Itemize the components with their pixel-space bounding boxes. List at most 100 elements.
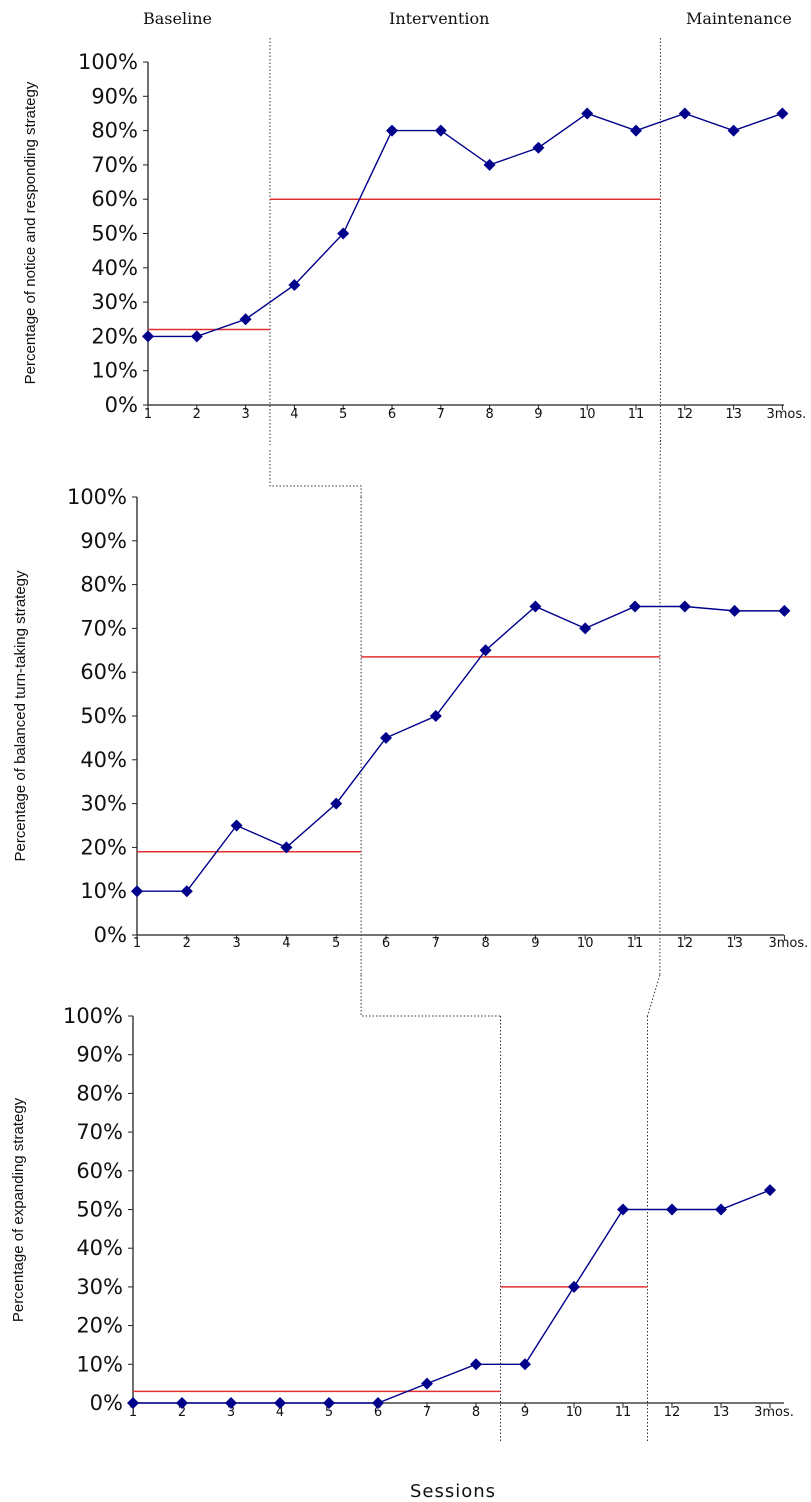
data-point	[337, 227, 350, 240]
data-point	[529, 600, 542, 613]
chart-panel-1: 0%10%20%30%40%50%60%70%80%90%100%1 2 3 4 5 6 7…	[22, 38, 806, 445]
y-tick-label: 20%	[80, 835, 127, 859]
data-point	[225, 1397, 237, 1409]
x-tick-label: 2	[193, 407, 201, 422]
x-tick-label: 3mos.	[754, 1405, 794, 1420]
x-tick-label: 5	[325, 1405, 333, 1420]
data-point	[421, 1377, 433, 1390]
data-point	[666, 1203, 678, 1216]
data-point	[630, 124, 642, 137]
x-tick-label: 3	[232, 936, 240, 951]
data-point	[778, 604, 791, 617]
y-tick-label: 90%	[76, 1043, 123, 1067]
data-point	[180, 885, 193, 898]
x-tick-label: 10	[579, 407, 596, 422]
x-tick-label: 6	[382, 936, 390, 951]
chart-panels: 0%10%20%30%40%50%60%70%80%90%100%1 2 3 4 5 6 7…	[10, 38, 808, 1443]
data-point	[629, 600, 641, 613]
phase-connector-2-3	[360, 975, 501, 1017]
phase-label-maintenance: Maintenance	[686, 9, 792, 28]
y-tick-label: 50%	[91, 222, 138, 246]
x-tick-label: 12	[677, 936, 694, 951]
x-tick-label: 8	[472, 1405, 480, 1420]
data-point	[776, 107, 789, 120]
y-tick-label: 30%	[91, 290, 138, 314]
phase-label-intervention: Intervention	[389, 9, 489, 28]
y-axis-label: Percentage of expanding strategy	[10, 1097, 27, 1322]
x-tick-label: 11	[628, 407, 645, 422]
x-tick-label: 13	[725, 407, 742, 422]
y-tick-label: 70%	[80, 616, 127, 640]
y-tick-label: 10%	[80, 879, 127, 903]
x-axis-label: Sessions	[410, 1481, 496, 1502]
x-tick-label: 3mos.	[767, 407, 807, 422]
y-tick-label: 20%	[76, 1314, 123, 1338]
y-tick-label: 60%	[91, 187, 138, 211]
x-tick-label: 13	[726, 936, 743, 951]
y-axis-label: Percentage of notice and responding stra…	[22, 81, 39, 384]
y-tick-label: 40%	[80, 748, 127, 772]
series-line	[133, 1189, 771, 1404]
x-tick-label: 9	[531, 936, 539, 951]
data-point	[715, 1203, 727, 1216]
data-point	[274, 1397, 286, 1409]
y-tick-label: 0%	[94, 923, 127, 947]
data-point	[323, 1397, 335, 1409]
x-tick-label: 1	[144, 407, 152, 422]
x-tick-label: 7	[437, 407, 445, 422]
y-tick-label: 80%	[80, 573, 127, 597]
data-point	[617, 1203, 629, 1216]
y-tick-label: 50%	[76, 1198, 123, 1222]
x-tick-label: 7	[432, 936, 440, 951]
data-point	[372, 1397, 384, 1409]
y-tick-label: 80%	[91, 119, 138, 143]
x-tick-label: 9	[534, 407, 542, 422]
data-point	[142, 330, 154, 343]
chart-panel-2: 0%10%20%30%40%50%60%70%80%90%100%1 2 3 4 5 6 7…	[12, 485, 808, 975]
x-tick-label: 6	[388, 407, 396, 422]
x-tick-label: 5	[332, 936, 340, 951]
x-tick-label: 1	[133, 936, 141, 951]
data-point	[470, 1358, 482, 1371]
y-tick-label: 0%	[90, 1391, 123, 1415]
y-tick-label: 0%	[105, 393, 138, 417]
x-tick-label: 1	[129, 1405, 137, 1420]
x-tick-label: 2	[183, 936, 191, 951]
y-tick-label: 30%	[76, 1275, 123, 1299]
x-tick-label: 2	[178, 1405, 186, 1420]
maintenance-connector-1-2	[659, 439, 661, 498]
y-tick-label: 70%	[76, 1120, 123, 1144]
x-tick-label: 10	[577, 936, 594, 951]
x-tick-label: 8	[485, 407, 493, 422]
y-tick-label: 10%	[76, 1352, 123, 1376]
y-tick-label: 90%	[80, 529, 127, 553]
data-point	[532, 141, 545, 154]
x-tick-label: 3mos.	[769, 936, 809, 951]
y-tick-label: 30%	[80, 792, 127, 816]
data-point	[380, 731, 392, 744]
data-point	[581, 107, 594, 120]
y-tick-label: 10%	[91, 359, 138, 383]
phase-connector-1-2	[269, 450, 362, 497]
data-point	[386, 124, 398, 137]
x-tick-label: 8	[481, 936, 489, 951]
y-tick-label: 60%	[80, 660, 127, 684]
x-tick-label: 3	[241, 407, 249, 422]
data-point	[764, 1184, 776, 1197]
data-point	[230, 819, 243, 832]
data-point	[190, 330, 203, 343]
x-tick-label: 11	[615, 1405, 632, 1420]
data-point	[330, 797, 343, 810]
chart-panel-3: 0%10%20%30%40%50%60%70%80%90%100%1 2 3 4 5 6 7…	[10, 1004, 794, 1443]
data-point	[579, 622, 592, 635]
y-tick-label: 40%	[76, 1236, 123, 1260]
x-tick-label: 13	[713, 1405, 730, 1420]
data-point	[288, 278, 301, 291]
y-tick-label: 90%	[91, 84, 138, 108]
x-tick-label: 6	[374, 1405, 382, 1420]
data-point	[678, 600, 691, 613]
data-point	[131, 885, 143, 898]
series-line	[148, 112, 783, 338]
x-tick-label: 4	[282, 936, 290, 951]
